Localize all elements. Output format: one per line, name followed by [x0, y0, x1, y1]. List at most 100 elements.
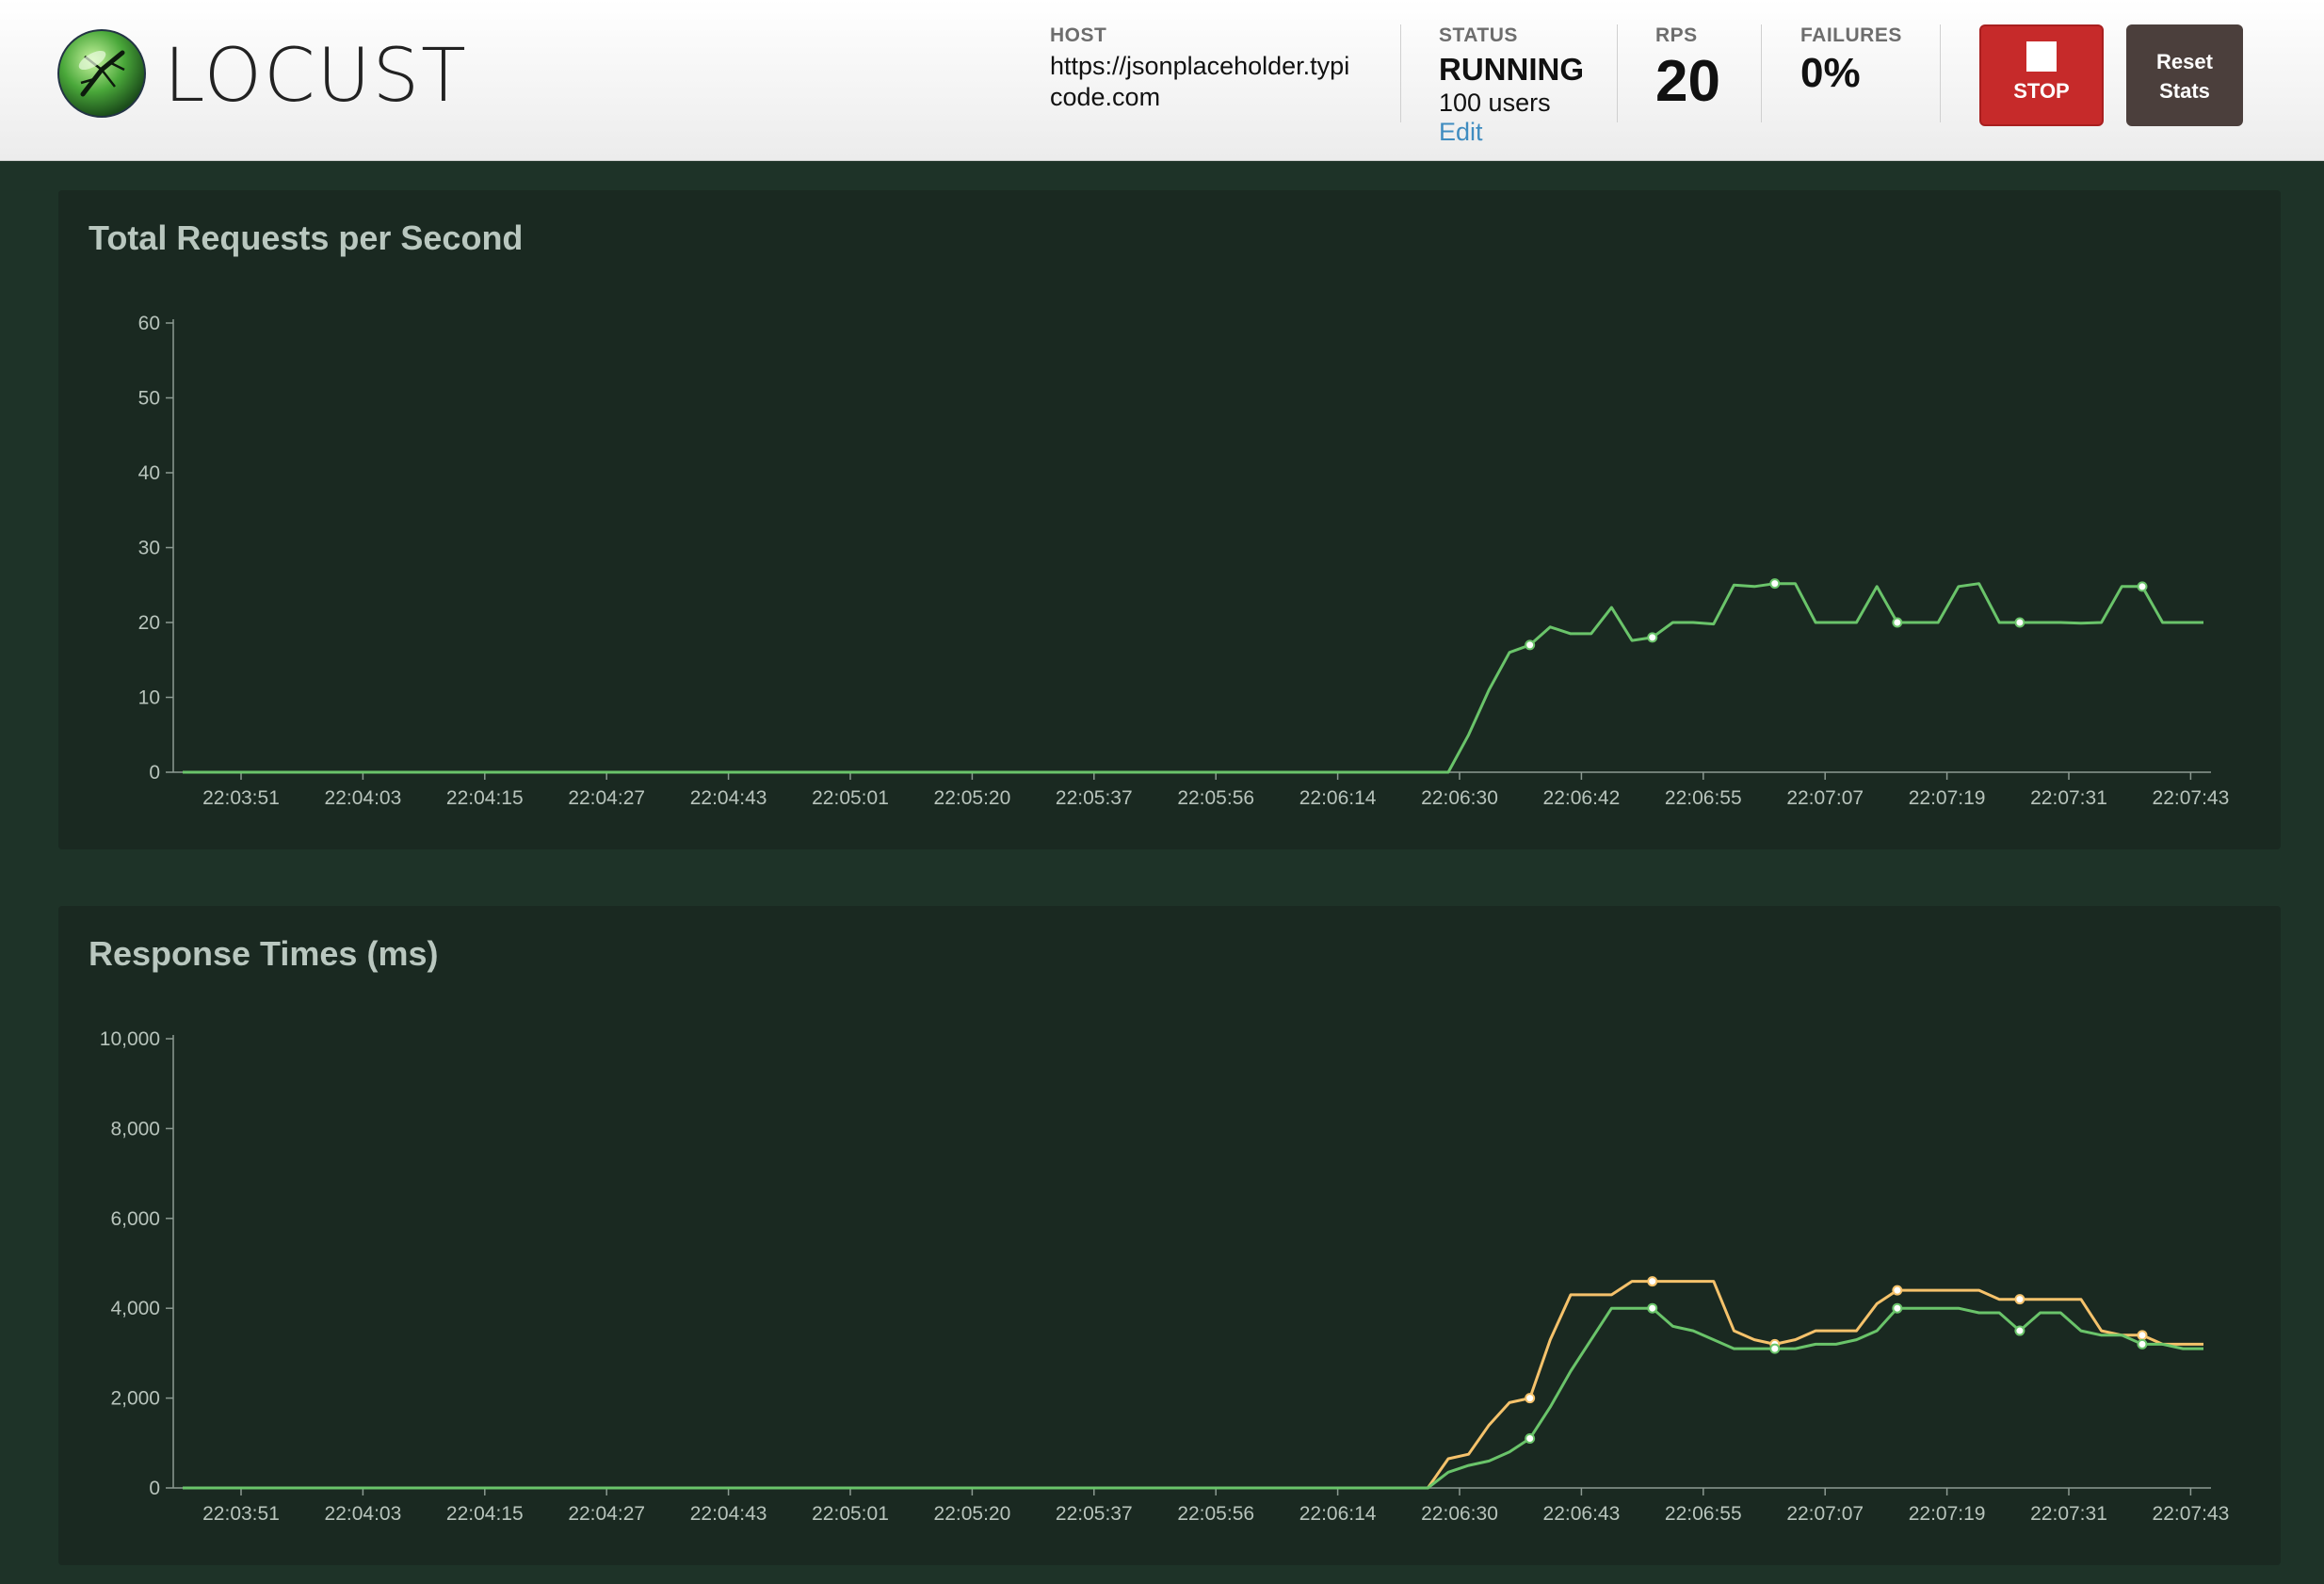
divider	[1400, 24, 1401, 122]
y-tick-label: 8,000	[110, 1118, 160, 1140]
data-point[interactable]	[1769, 1343, 1781, 1354]
series-line-1	[183, 1306, 2203, 1490]
locust-logo-icon	[57, 29, 146, 118]
divider	[1617, 24, 1618, 122]
stop-button[interactable]: STOP	[1979, 24, 2104, 126]
x-tick-label: 22:07:43	[2153, 1503, 2230, 1525]
data-point[interactable]	[2014, 617, 2025, 628]
x-tick-label: 22:04:03	[325, 1503, 402, 1525]
data-point[interactable]	[1769, 578, 1781, 590]
x-tick-label: 22:06:55	[1665, 1503, 1742, 1525]
status-value: RUNNING	[1439, 52, 1584, 87]
x-tick-label: 22:06:14	[1299, 1503, 1377, 1525]
x-tick-label: 22:05:37	[1056, 1503, 1133, 1525]
host-label: HOST	[1050, 24, 1107, 46]
data-point[interactable]	[2137, 581, 2148, 592]
data-point[interactable]	[2014, 1294, 2025, 1305]
x-tick-label: 22:05:37	[1056, 787, 1133, 809]
data-point[interactable]	[1647, 1302, 1658, 1314]
x-tick-label: 22:04:15	[446, 1503, 524, 1525]
x-tick-label: 22:05:56	[1177, 787, 1254, 809]
rps-chart: 0 10 20 30 40 50 60 22:03:51 22:04:03 22:04:15 22:…	[138, 313, 2230, 809]
data-point[interactable]	[1647, 632, 1658, 643]
x-tick-label: 22:05:01	[812, 787, 889, 809]
y-tick-label: 6,000	[110, 1208, 160, 1230]
user-count: 100 users	[1439, 89, 1551, 117]
y-tick-label: 60	[138, 313, 160, 334]
divider	[1761, 24, 1762, 122]
x-tick-label: 22:06:42	[1543, 787, 1621, 809]
reset-button-line1: Reset	[2156, 50, 2213, 73]
x-tick-label: 22:07:31	[2030, 787, 2107, 809]
data-point[interactable]	[1525, 639, 1536, 651]
x-tick-label: 22:06:30	[1421, 1503, 1498, 1525]
host-value-line2: code.com	[1050, 83, 1161, 111]
series-line-0	[183, 582, 2203, 774]
response-time-chart: 0 2,000 4,000 6,000 8,000 10,000 22:03:51 22:04…	[100, 1028, 2230, 1525]
data-point[interactable]	[1892, 1285, 1903, 1296]
x-tick-label: 22:04:03	[325, 787, 402, 809]
data-point[interactable]	[1525, 1433, 1536, 1445]
x-tick-label: 22:07:43	[2153, 787, 2230, 809]
status-label: STATUS	[1439, 24, 1518, 46]
rps-stat: RPS 20	[1655, 24, 1720, 113]
x-tick-label: 22:04:27	[568, 787, 645, 809]
x-tick-label: 22:07:07	[1786, 787, 1864, 809]
x-tick-label: 22:03:51	[202, 787, 280, 809]
stop-icon	[2026, 41, 2057, 72]
x-tick-label: 22:06:55	[1665, 787, 1742, 809]
data-point[interactable]	[2137, 1330, 2148, 1341]
reset-button-line2: Stats	[2159, 79, 2210, 103]
rps-label: RPS	[1655, 24, 1698, 46]
y-tick-label: 10	[138, 687, 160, 709]
data-point[interactable]	[1892, 617, 1903, 628]
x-tick-label: 22:05:01	[812, 1503, 889, 1525]
reset-stats-button[interactable]: Reset Stats	[2126, 24, 2243, 126]
y-tick-label: 0	[149, 762, 160, 784]
x-tick-label: 22:05:20	[934, 787, 1011, 809]
x-tick-label: 22:07:19	[1909, 787, 1986, 809]
x-tick-label: 22:03:51	[202, 1503, 280, 1525]
data-point[interactable]	[1647, 1276, 1658, 1287]
rps-value: 20	[1655, 49, 1720, 114]
x-tick-label: 22:06:30	[1421, 787, 1498, 809]
x-tick-label: 22:07:31	[2030, 1503, 2107, 1525]
y-tick-label: 2,000	[110, 1388, 160, 1410]
x-tick-label: 22:07:19	[1909, 1503, 1986, 1525]
stop-button-label: STOP	[2013, 79, 2070, 103]
x-tick-label: 22:07:07	[1786, 1503, 1864, 1525]
status-stat: STATUS RUNNING 100 users Edit	[1439, 24, 1584, 147]
failures-stat: FAILURES 0%	[1800, 24, 1902, 96]
y-tick-label: 10,000	[100, 1028, 160, 1050]
x-tick-label: 22:04:43	[690, 1503, 767, 1525]
host-stat: HOST https://jsonplaceholder.typi code.c…	[1050, 24, 1349, 113]
host-value-line1: https://jsonplaceholder.typi	[1050, 52, 1350, 80]
y-tick-label: 40	[138, 462, 160, 484]
response-time-chart-panel: Response Times (ms) 0 2,000 4,000 6,000 8,00…	[58, 906, 2281, 1565]
x-tick-label: 22:04:15	[446, 787, 524, 809]
x-tick-label: 22:04:27	[568, 1503, 645, 1525]
y-tick-label: 0	[149, 1478, 160, 1499]
divider	[1940, 24, 1941, 122]
edit-users-link[interactable]: Edit	[1439, 118, 1483, 146]
x-tick-label: 22:04:43	[690, 787, 767, 809]
x-tick-label: 22:05:56	[1177, 1503, 1254, 1525]
y-tick-label: 20	[138, 612, 160, 634]
x-tick-label: 22:05:20	[934, 1503, 1011, 1525]
y-tick-label: 30	[138, 538, 160, 559]
y-tick-label: 50	[138, 388, 160, 410]
rps-chart-title: Total Requests per Second	[89, 218, 524, 257]
data-point[interactable]	[1892, 1302, 1903, 1314]
data-point[interactable]	[2137, 1338, 2148, 1350]
data-point[interactable]	[1525, 1393, 1536, 1404]
data-point[interactable]	[2014, 1325, 2025, 1336]
response-time-chart-title: Response Times (ms)	[89, 934, 439, 973]
y-tick-label: 4,000	[110, 1298, 160, 1319]
x-tick-label: 22:06:14	[1299, 787, 1377, 809]
logo-text: LOCUST	[164, 34, 468, 119]
top-bar: LOCUST HOST https://jsonplaceholder.typi…	[0, 0, 2324, 161]
failures-value: 0%	[1800, 50, 1861, 96]
failures-label: FAILURES	[1800, 24, 1902, 46]
x-tick-label: 22:06:43	[1543, 1503, 1621, 1525]
rps-chart-panel: Total Requests per Second 0 10 20 30 40 50 60 2…	[58, 190, 2281, 849]
